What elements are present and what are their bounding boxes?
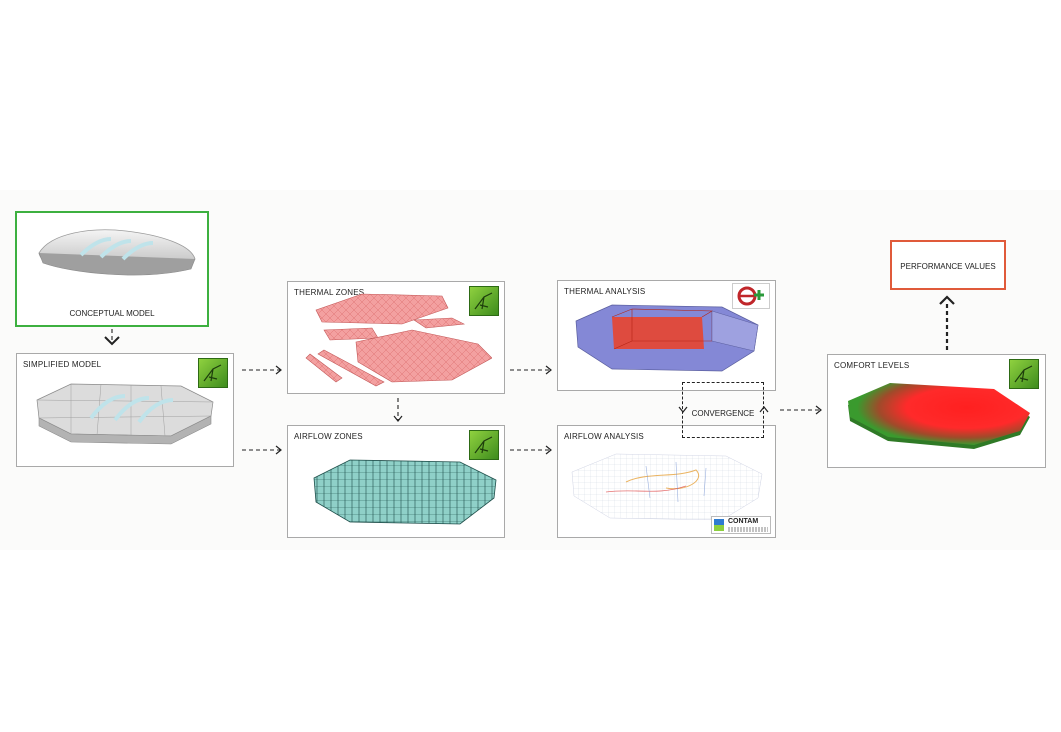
thermal-zones-render xyxy=(305,293,492,387)
grasshopper-icon xyxy=(1009,359,1039,389)
energyplus-icon xyxy=(732,283,770,309)
conceptual-model-label: CONCEPTUAL MODEL xyxy=(69,309,155,318)
conceptual-model-box: CONCEPTUAL MODEL xyxy=(15,211,209,327)
simplified-model-label: SIMPLIFIED MODEL xyxy=(23,360,102,369)
airflow-zones-render xyxy=(313,459,497,525)
convergence-label: CONVERGENCE xyxy=(691,409,755,418)
grasshopper-icon xyxy=(469,286,499,316)
arrowhead-to-performance xyxy=(939,295,955,305)
thermal-analysis-label: THERMAL ANALYSIS xyxy=(564,287,646,296)
airflow-zones-box: AIRFLOW ZONES xyxy=(287,425,505,538)
arrowhead-convergence-down xyxy=(678,406,688,413)
arrowhead-to-airflow-analysis xyxy=(545,445,552,455)
performance-values-label: PERFORMANCE VALUES xyxy=(900,262,996,271)
arrowhead-to-thermal-analysis xyxy=(545,365,552,375)
simplified-model-render xyxy=(36,383,214,445)
conceptual-model-render xyxy=(38,229,196,276)
airflow-analysis-render xyxy=(571,453,763,521)
arrowhead-convergence-up xyxy=(759,406,769,413)
thermal-zones-label: THERMAL ZONES xyxy=(294,288,365,297)
arrowhead-simplified-thermal xyxy=(275,365,282,375)
thermal-analysis-box: THERMAL ANALYSIS xyxy=(557,280,776,391)
airflow-analysis-label: AIRFLOW ANALYSIS xyxy=(564,432,644,441)
thermal-zones-box: THERMAL ZONES xyxy=(287,281,505,394)
arrowhead-simplified-airflow xyxy=(275,445,282,455)
contam-icon: CONTAM xyxy=(711,516,771,534)
contam-mark xyxy=(714,519,724,531)
arrowhead-concept xyxy=(104,336,120,346)
thermal-analysis-render xyxy=(575,304,759,372)
contam-logo-subtext xyxy=(728,527,768,532)
comfort-levels-box: COMFORT LEVELS xyxy=(827,354,1046,468)
arrowhead-to-comfort xyxy=(815,405,822,415)
contam-logo-text: CONTAM xyxy=(728,518,759,525)
grasshopper-icon xyxy=(469,430,499,460)
arrowhead-thermal-zones-down xyxy=(393,415,403,422)
grasshopper-icon xyxy=(198,358,228,388)
convergence-loop: CONVERGENCE xyxy=(682,382,764,438)
airflow-zones-label: AIRFLOW ZONES xyxy=(294,432,363,441)
comfort-levels-render xyxy=(848,383,1030,449)
simplified-model-box: SIMPLIFIED MODEL xyxy=(16,353,234,467)
performance-values-box: PERFORMANCE VALUES xyxy=(890,240,1006,290)
comfort-levels-label: COMFORT LEVELS xyxy=(834,361,910,370)
